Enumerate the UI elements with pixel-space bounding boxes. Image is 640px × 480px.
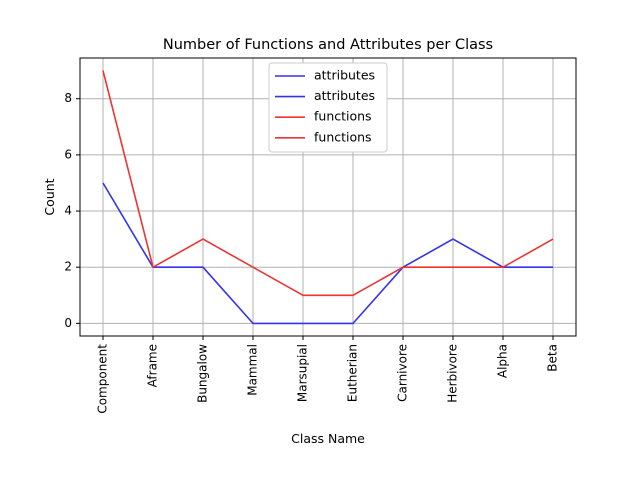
x-axis-label: Class Name	[291, 431, 365, 446]
legend-box	[268, 62, 388, 153]
x-tick-label: Bungalow	[196, 344, 210, 403]
series-layer	[102, 70, 554, 325]
y-axis-label: Count	[42, 178, 57, 215]
y-tick-label: 4	[64, 204, 72, 218]
chart-title: Number of Functions and Attributes per C…	[163, 37, 493, 53]
x-tick-label: Aframe	[146, 344, 160, 387]
y-tick-label: 6	[64, 147, 72, 161]
legend: attributes attributes functions functions	[268, 62, 388, 153]
y-tick-label: 8	[64, 91, 72, 105]
plot-frame	[79, 57, 577, 337]
legend-label: attributes	[314, 68, 375, 83]
legend-label: functions	[314, 129, 372, 144]
x-axis-ticks: Component Aframe Bungalow Mammal Marsupial Eu…	[96, 336, 560, 414]
series-line-attributes	[102, 182, 553, 325]
x-tick-label: Alpha	[496, 344, 510, 378]
x-tick-label: Component	[96, 344, 110, 414]
y-axis-ticks: 0 2 4 6 8	[64, 91, 80, 330]
x-tick-label: Beta	[546, 344, 560, 372]
series-line-functions	[102, 70, 554, 297]
y-tick-label: 0	[64, 316, 72, 330]
legend-label: attributes	[314, 88, 375, 103]
x-tick-label: Mammal	[246, 344, 260, 396]
x-tick-label: Carnivore	[396, 344, 410, 402]
x-tick-label: Eutherian	[346, 344, 360, 402]
legend-label: functions	[314, 109, 372, 124]
y-tick-label: 2	[64, 260, 72, 274]
x-tick-label: Marsupial	[296, 344, 310, 402]
x-tick-label: Herbivore	[446, 344, 460, 403]
